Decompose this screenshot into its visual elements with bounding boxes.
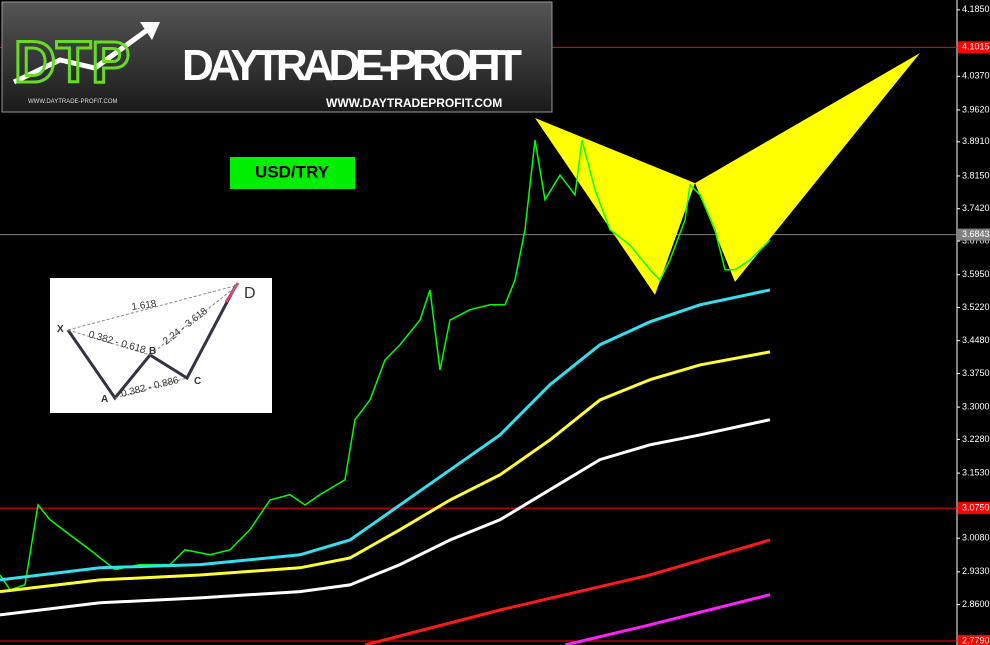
plot: 4.18504.03703.96203.89103.81503.74203.67… (0, 4, 990, 645)
dash-xd (67, 284, 239, 331)
y-tick-label: 4.1850 (962, 4, 990, 14)
point-label: D (244, 285, 256, 302)
dash-bd (149, 284, 239, 356)
y-tick-label: 3.5950 (962, 269, 990, 279)
point-label: B (149, 346, 156, 357)
y-tick-label: 3.1530 (962, 467, 990, 477)
logo-small-url: WWW.DAYTRADE-PROFIT.COM (28, 99, 118, 105)
logo-name: DAYTRADE-PROFIT (182, 41, 522, 90)
chart-title: USD/TRY (255, 162, 330, 181)
y-tick-label: 3.3750 (962, 368, 990, 378)
moving-average (0, 288, 771, 582)
moving-average (564, 593, 771, 645)
title-box (230, 157, 355, 189)
logo-mark: DTP (14, 30, 130, 95)
inset-box (50, 278, 272, 413)
level-label-box (958, 41, 990, 54)
y-tick-label: 3.0080 (962, 533, 990, 543)
dash-xb (67, 329, 151, 356)
y-tick-label: 3.2280 (962, 434, 990, 444)
level-label-box (958, 502, 990, 515)
y-tick-label: 3.5220 (962, 302, 990, 312)
point-label: A (101, 394, 108, 405)
logo-box (1, 1, 553, 113)
harmonic-pattern (695, 52, 920, 282)
logo-arrowhead (140, 22, 160, 40)
harmonic-pattern (535, 118, 695, 295)
y-tick-label: 3.7420 (962, 203, 990, 213)
y-tick-label: 3.9620 (962, 104, 990, 114)
moving-average (0, 418, 771, 617)
logo-url: WWW.DAYTRADEPROFIT.COM (326, 96, 502, 110)
level-label: 3.6843 (962, 229, 990, 239)
logo: DTP DAYTRADE-PROFIT WWW.DAYTRADEPROFIT.C… (1, 1, 553, 113)
y-tick-label: 3.8910 (962, 136, 990, 146)
point-label: C (194, 376, 201, 387)
level-label: 3.0750 (962, 502, 990, 512)
logo-arrow (12, 25, 152, 85)
level-label: 2.7790 (962, 635, 990, 645)
y-tick-label: 2.8600 (962, 599, 990, 609)
price-line (0, 139, 771, 591)
y-tick-label: 2.9330 (962, 566, 990, 576)
moving-average (364, 538, 771, 645)
y-tick-label: 4.0370 (962, 71, 990, 81)
y-tick-label: 3.8150 (962, 170, 990, 180)
inset-dashes (67, 284, 239, 399)
level-label: 4.1015 (962, 42, 990, 52)
dash-ac (114, 377, 188, 399)
level-label-box (958, 228, 990, 241)
level-label-box (958, 634, 990, 645)
ratio-label: 1.618 (131, 299, 158, 313)
y-tick-label: 3.3000 (962, 401, 990, 411)
moving-average (0, 350, 771, 594)
inset-diagram: X A B C D 1.618 0.382 - 0.618 2.24 - 3.6… (50, 278, 272, 413)
y-tick-label: 3.4480 (962, 335, 990, 345)
point-label: X (57, 324, 64, 335)
